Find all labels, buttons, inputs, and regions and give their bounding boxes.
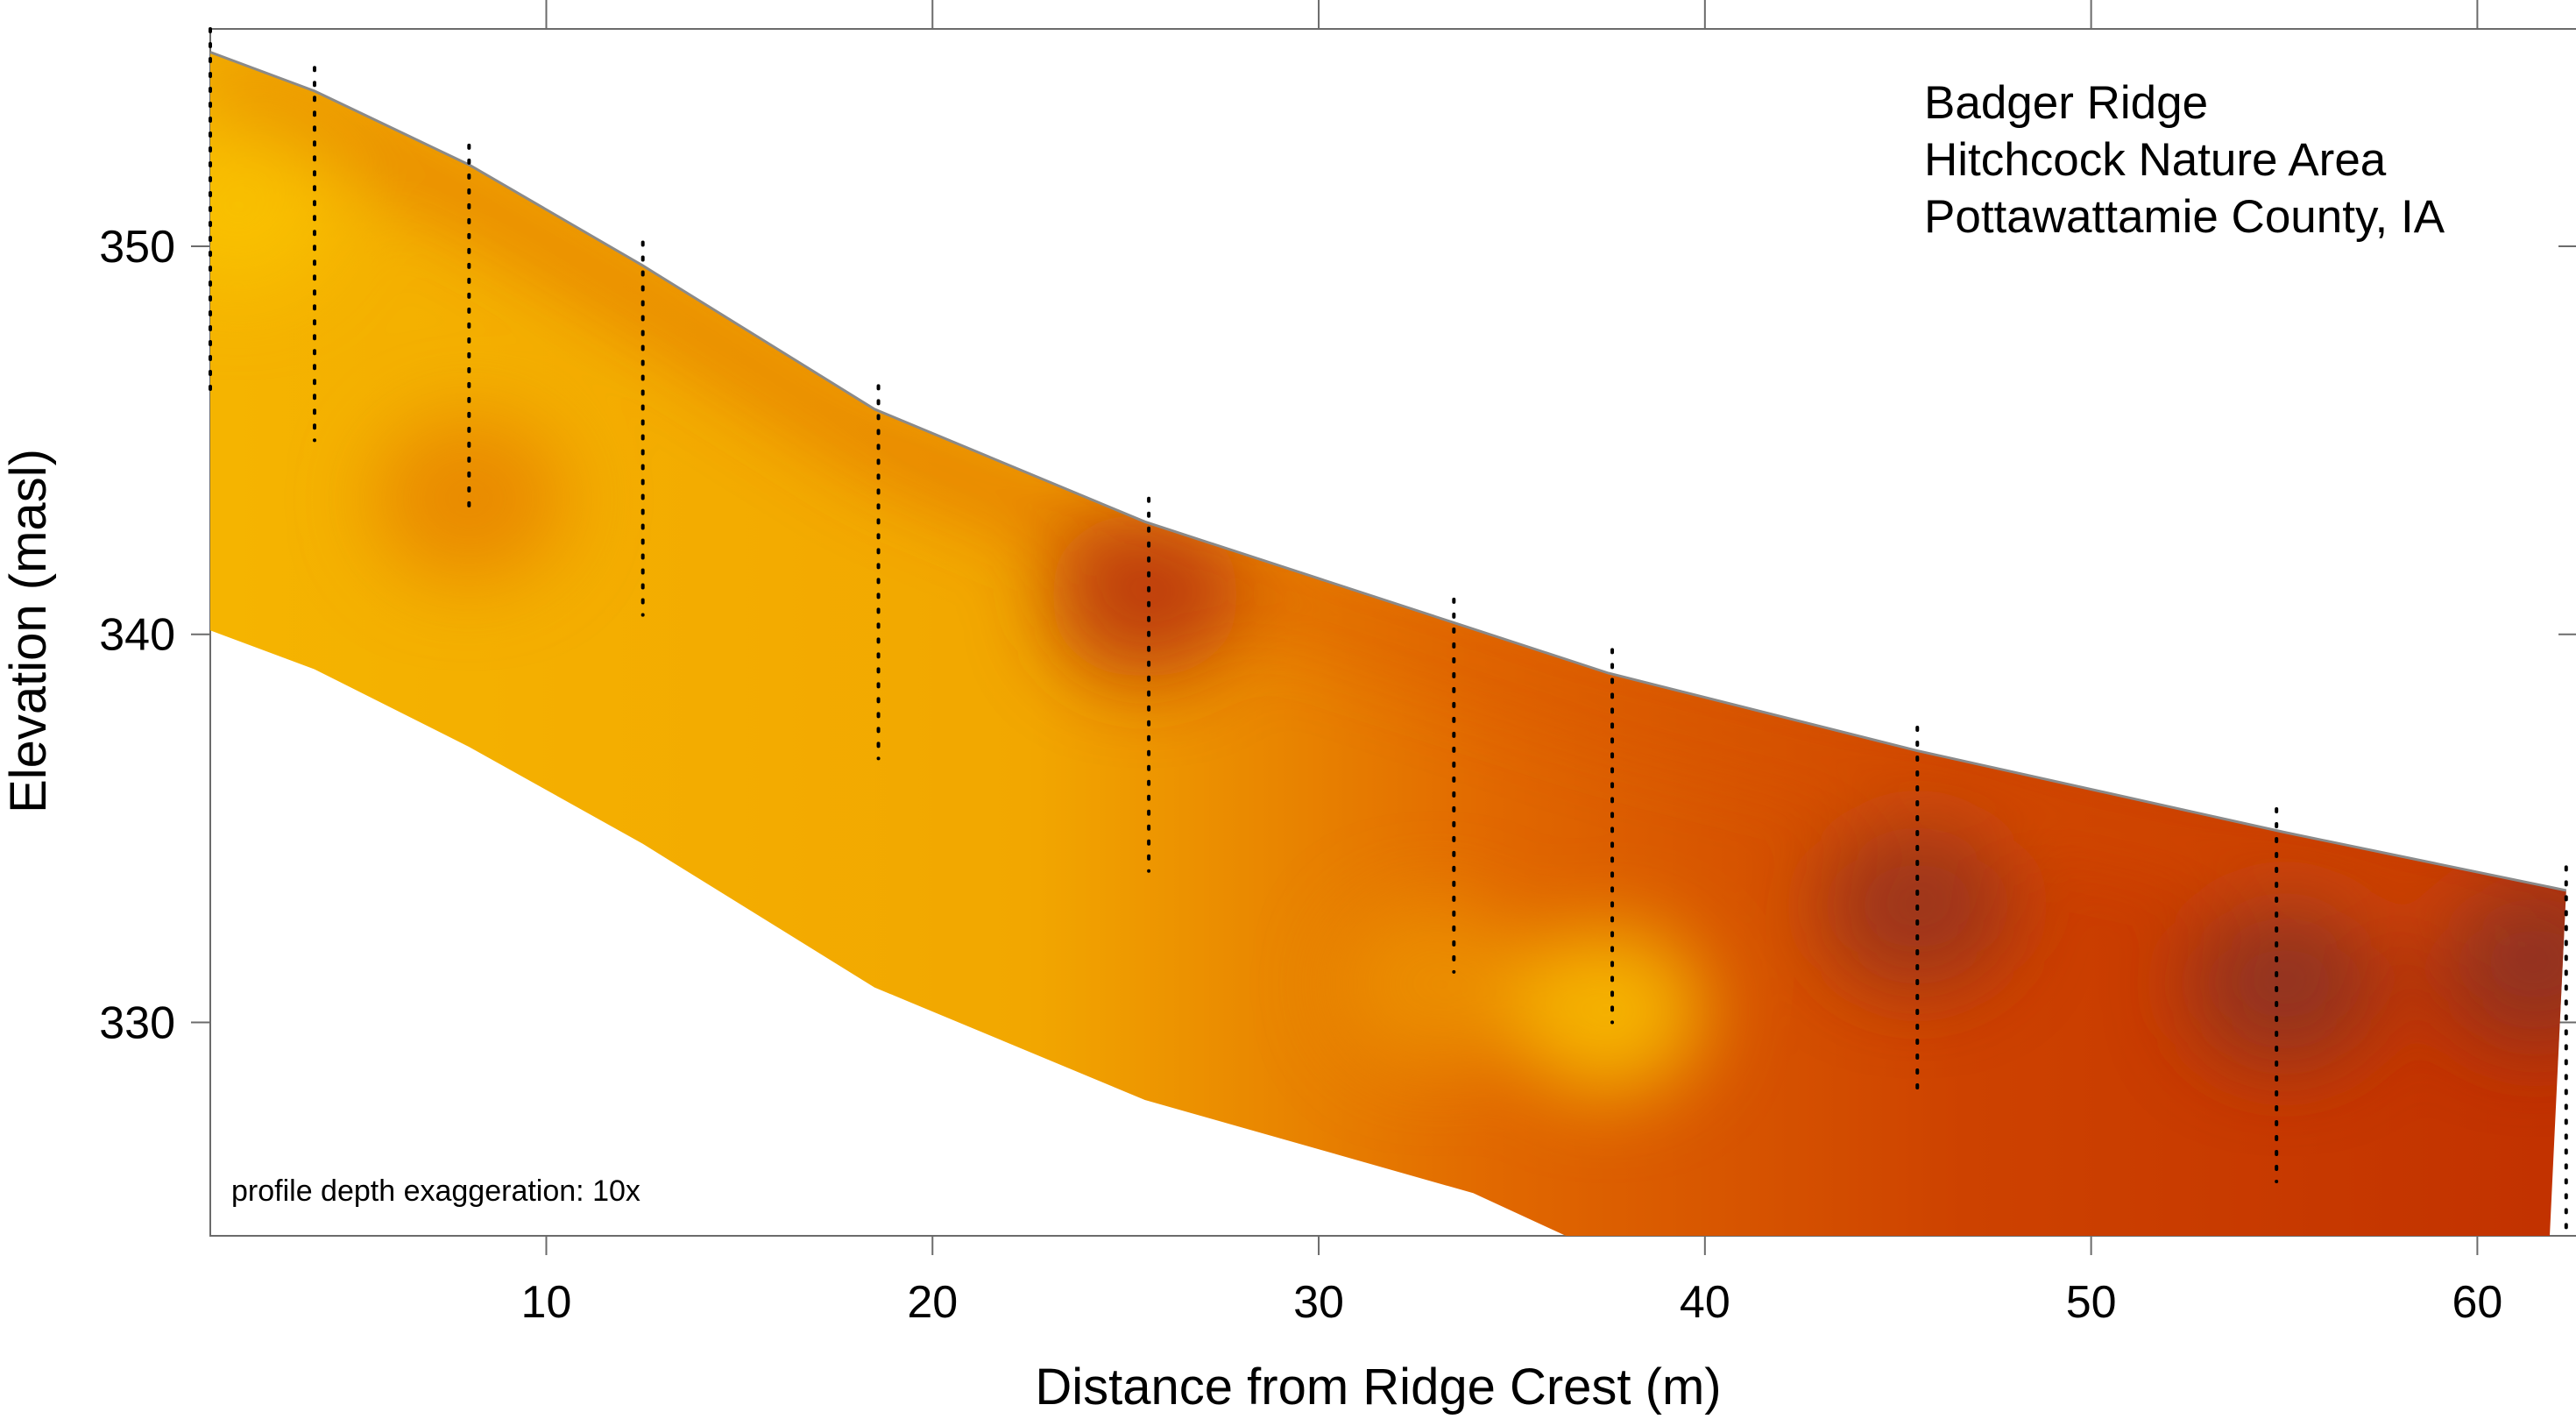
x-tick-label-10: 10	[521, 1277, 572, 1328]
site-annotation: Badger Ridge Hitchcock Nature Area Potta…	[1924, 77, 2445, 243]
boreholes	[209, 27, 2568, 1238]
x-tick-label-60: 60	[2452, 1277, 2502, 1328]
x-tick-label-20: 20	[907, 1277, 958, 1328]
surface-line	[209, 51, 2567, 892]
exaggeration-note: profile depth exaggeration: 10x	[231, 1174, 640, 1208]
x-tick-label-50: 50	[2066, 1277, 2117, 1328]
hotspot-8	[1511, 927, 1705, 1095]
x-tick-label-40: 40	[1680, 1277, 1730, 1328]
annotation-line-3: Pottawattamie County, IA	[1924, 191, 2445, 243]
y-tick-label-330: 330	[99, 997, 175, 1048]
x-tick-labels: 10 20 30 40 50 60	[521, 1277, 2503, 1328]
x-tick-label-30: 30	[1293, 1277, 1344, 1328]
y-tick-labels: 330 340 350	[99, 222, 175, 1049]
annotation-line-1: Badger Ridge	[1924, 77, 2208, 129]
plot-frame	[209, 28, 2576, 1237]
hotspot-6	[2438, 881, 2566, 1048]
hotspot-2	[372, 415, 566, 582]
y-tick-marks	[191, 245, 2576, 1024]
y-tick-label-350: 350	[99, 222, 175, 273]
annotation-line-2: Hitchcock Nature Area	[1924, 134, 2387, 186]
y-tick-label-340: 340	[99, 610, 175, 661]
x-axis-title: Distance from Ridge Crest (m)	[1035, 1359, 1721, 1415]
profile-section	[209, 51, 2567, 1237]
hotspot-blur-group	[210, 52, 2566, 1095]
hotspot-1	[210, 124, 334, 291]
y-axis-title: Elevation (masl)	[0, 449, 57, 813]
x-tick-marks	[545, 0, 2479, 1255]
hotspot-7	[1338, 900, 1532, 1068]
hotspot-3	[1048, 512, 1242, 679]
hotspot-5	[2188, 900, 2381, 1068]
surface-band	[210, 52, 2566, 952]
hotspot-layer	[210, 52, 2566, 1095]
